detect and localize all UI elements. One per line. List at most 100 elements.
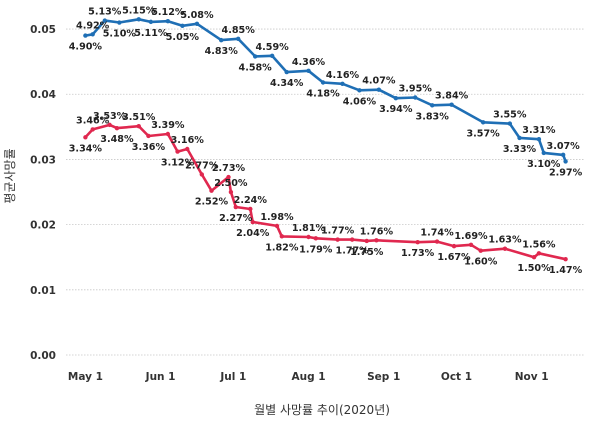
data-point <box>233 204 238 210</box>
data-point <box>480 120 486 125</box>
data-point <box>180 23 185 28</box>
data-label: 3.12% <box>161 158 195 169</box>
data-label: 1.56% <box>522 239 556 250</box>
data-label: 5.13% <box>88 7 122 18</box>
data-label: 4.90% <box>69 42 103 53</box>
x-axis-title: 월별 사망률 추이(2020년) <box>254 403 390 417</box>
data-point <box>468 242 474 248</box>
data-point <box>83 33 88 38</box>
data-label: 3.10% <box>527 159 561 170</box>
data-point <box>560 152 566 158</box>
data-point <box>393 95 399 101</box>
x-tick-label: May 1 <box>68 371 103 383</box>
data-point <box>517 135 522 141</box>
data-label: 1.47% <box>549 265 583 276</box>
data-label: 1.82% <box>265 242 299 253</box>
data-point <box>114 125 120 131</box>
data-label: 5.12% <box>151 7 185 18</box>
data-label: 4.58% <box>239 62 273 73</box>
data-point <box>226 174 231 180</box>
data-label: 1.75% <box>350 247 384 258</box>
data-label: 5.10% <box>103 29 137 40</box>
y-tick-label: 0.03 <box>30 154 56 166</box>
data-label: 2.27% <box>219 213 253 224</box>
data-point <box>117 20 122 25</box>
data-point <box>374 238 379 243</box>
data-label: 4.59% <box>255 42 289 53</box>
data-point <box>306 234 311 240</box>
x-tick-label: Nov 1 <box>515 371 549 383</box>
y-tick-label: 0.02 <box>30 220 56 232</box>
data-point <box>376 87 382 92</box>
data-label: 3.57% <box>466 128 500 139</box>
data-point <box>175 149 180 154</box>
data-point <box>90 127 95 132</box>
data-label: 4.92% <box>76 20 110 31</box>
data-point <box>194 21 200 27</box>
data-label: 1.81% <box>292 223 326 234</box>
data-point <box>507 121 513 126</box>
data-point <box>165 131 171 137</box>
data-label: 5.08% <box>180 10 214 21</box>
data-point <box>146 133 151 139</box>
data-label: 3.46% <box>76 115 110 126</box>
data-point <box>284 69 289 75</box>
data-point <box>274 223 280 229</box>
data-label: 1.98% <box>260 212 294 223</box>
data-label: 3.34% <box>69 143 103 154</box>
data-label: 1.77% <box>321 226 355 237</box>
data-label: 1.73% <box>401 248 435 259</box>
data-point <box>335 237 340 242</box>
data-point <box>536 137 542 142</box>
x-tick-label: Sep 1 <box>367 371 400 383</box>
data-label: 4.18% <box>306 89 340 100</box>
data-point <box>563 256 568 262</box>
data-label: 3.39% <box>151 120 185 131</box>
data-point <box>536 251 542 256</box>
data-label: 1.76% <box>360 226 394 237</box>
data-point <box>340 81 345 87</box>
data-point <box>165 19 171 24</box>
data-label: 3.51% <box>122 112 156 123</box>
data-label: 4.34% <box>270 78 304 89</box>
data-label: 5.15% <box>122 5 156 16</box>
data-point <box>250 219 255 225</box>
data-point <box>136 123 141 129</box>
y-tick-label: 0.00 <box>30 350 56 362</box>
data-point <box>219 37 224 43</box>
x-tick-label: Oct 1 <box>441 371 472 383</box>
data-label: 1.50% <box>517 263 551 274</box>
data-point <box>306 68 311 73</box>
data-label: 4.16% <box>326 70 360 81</box>
gridlines <box>66 28 585 356</box>
data-point <box>252 54 258 59</box>
data-point <box>430 103 435 108</box>
x-tick-label: Jun 1 <box>145 371 176 383</box>
data-label: 1.69% <box>454 231 488 242</box>
data-label: 3.33% <box>503 144 537 155</box>
data-point <box>449 102 454 107</box>
data-label: 1.77% <box>336 246 370 257</box>
data-point <box>102 18 108 23</box>
data-label: 5.05% <box>166 32 200 43</box>
data-label: 4.83% <box>205 46 239 57</box>
data-point <box>279 234 285 239</box>
data-label: 1.74% <box>420 228 454 239</box>
data-label: 1.67% <box>437 252 471 263</box>
data-point <box>248 206 253 212</box>
data-label: 3.84% <box>435 91 469 102</box>
data-label: 3.07% <box>547 141 581 152</box>
data-label: 1.63% <box>488 235 522 246</box>
data-point <box>364 238 369 244</box>
data-point <box>349 237 355 242</box>
data-point <box>83 135 88 140</box>
data-point <box>235 36 241 42</box>
data-label: 3.16% <box>171 135 205 146</box>
y-axis-title: 평균사망률 <box>3 148 17 203</box>
data-label: 1.60% <box>464 257 498 268</box>
data-label: 2.04% <box>236 228 270 239</box>
data-point <box>357 88 362 93</box>
data-point <box>478 248 483 253</box>
y-axis-ticks: 0.00 0.01 0.02 0.03 0.04 0.05 <box>30 24 56 362</box>
data-point <box>313 236 318 241</box>
